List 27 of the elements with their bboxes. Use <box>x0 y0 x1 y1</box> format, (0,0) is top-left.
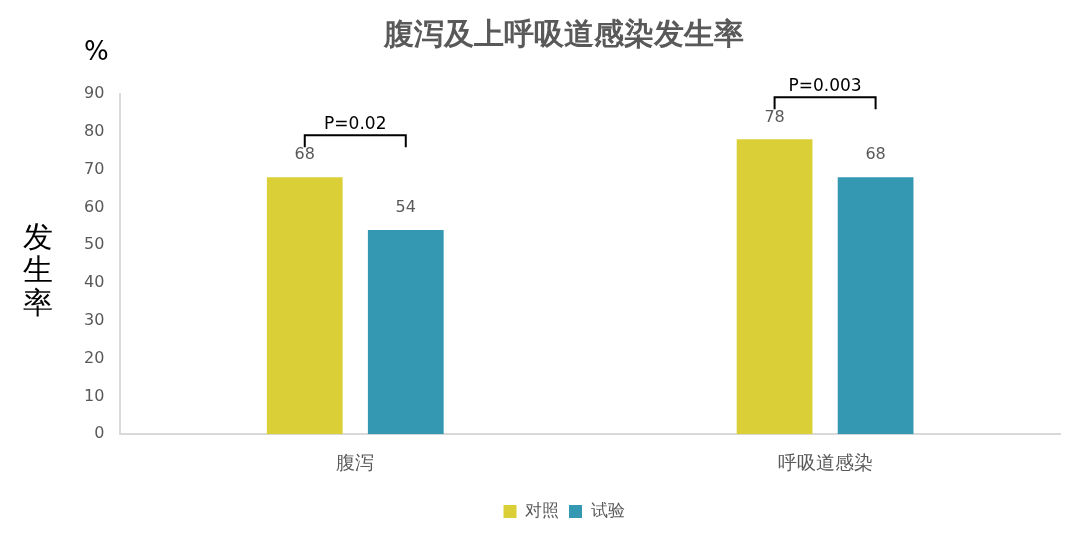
text: % <box>84 35 109 66</box>
annotation: P=0.02 <box>324 113 387 134</box>
x-tick-label: 呼吸道感染 <box>777 450 873 473</box>
y-tick-label: 40 <box>84 272 105 292</box>
y-tick-label: 60 <box>84 196 105 216</box>
x-tick-label: 腹泻 <box>336 450 375 473</box>
y-tick-label: 50 <box>84 234 105 254</box>
y-tick-label: 90 <box>84 83 105 103</box>
bar <box>266 177 343 435</box>
bar <box>837 177 914 435</box>
y-axis-title: 发生率 <box>23 218 53 320</box>
data-label: 68 <box>294 144 315 164</box>
y-tick-label: 10 <box>84 385 105 405</box>
y-tick-label: 20 <box>84 347 105 367</box>
legend-label: 试验 <box>590 499 625 520</box>
chart-title: 腹泻及上呼吸道感染发生率 <box>383 15 744 51</box>
y-tick-label: 80 <box>84 120 105 140</box>
data-label: 68 <box>865 144 886 164</box>
y-tick-label: 0 <box>94 423 105 443</box>
y-tick-label: 30 <box>84 309 105 329</box>
data-label: 78 <box>764 106 785 126</box>
bar <box>736 139 813 435</box>
annotation: P=0.003 <box>788 75 862 96</box>
data-label: 54 <box>395 197 416 217</box>
legend-label: 对照 <box>525 499 559 520</box>
y-tick-label: 70 <box>84 158 105 178</box>
bar <box>367 230 444 435</box>
